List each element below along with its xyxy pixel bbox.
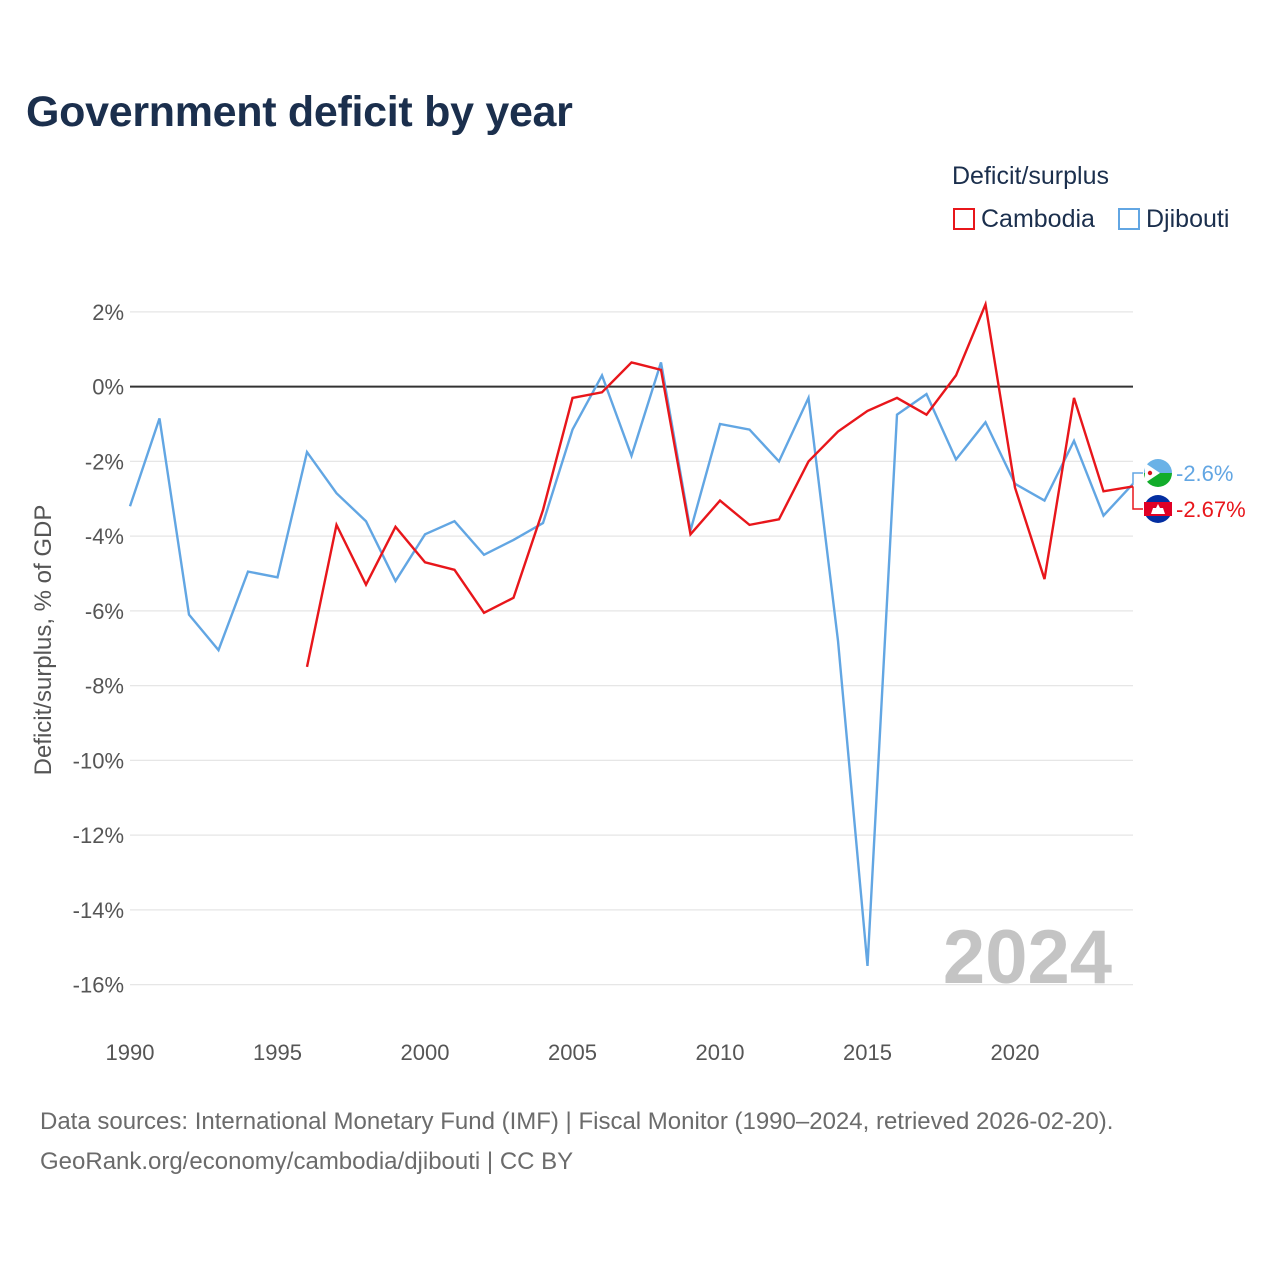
y-tick-label: 2% (92, 300, 124, 325)
y-tick-label: -8% (85, 674, 124, 699)
attribution-text: GeoRank.org/economy/cambodia/djibouti | … (40, 1148, 574, 1175)
x-tick-label: 2005 (548, 1040, 597, 1065)
legend-label-djibouti: Djibouti (1146, 204, 1230, 233)
legend-title: Deficit/surplus (952, 162, 1109, 190)
connector-djibouti (1132, 472, 1143, 484)
x-tick-label: 2010 (696, 1040, 745, 1065)
flag-temple-cambodia (1151, 504, 1165, 514)
series-line-cambodia (305, 300, 1134, 668)
y-tick-label: -4% (85, 524, 124, 549)
y-tick-label: -6% (85, 599, 124, 624)
end-label-djibouti: -2.6% (1176, 461, 1233, 486)
flag-star-djibouti (1147, 470, 1153, 476)
legend-label-cambodia: Cambodia (981, 204, 1095, 233)
end-label-cambodia: -2.67% (1176, 497, 1246, 522)
connector-cambodia (1132, 486, 1143, 510)
y-tick-label: -16% (73, 973, 124, 998)
legend-item-djibouti[interactable]: Djibouti (1118, 204, 1229, 234)
x-tick-label: 2015 (843, 1040, 892, 1065)
y-axis-title: Deficit/surplus, % of GDP (30, 505, 57, 776)
y-tick-label: -10% (73, 748, 124, 773)
x-tick-label: 1995 (253, 1040, 302, 1065)
y-tick-label: -12% (73, 823, 124, 848)
x-tick-label: 2000 (401, 1040, 450, 1065)
x-tick-label: 2020 (991, 1040, 1040, 1065)
x-tick-label: 1990 (106, 1040, 155, 1065)
y-tick-label: 0% (92, 375, 124, 400)
legend-swatch-djibouti (1118, 208, 1140, 230)
y-tick-label: -2% (85, 449, 124, 474)
flag-triangle-djibouti (1145, 463, 1160, 483)
year-watermark: 2024 (943, 915, 1112, 1000)
legend-swatch-cambodia (953, 208, 975, 230)
y-tick-label: -14% (73, 898, 124, 923)
chart-title: Government deficit by year (26, 88, 573, 136)
data-source-text: Data sources: International Monetary Fun… (40, 1108, 1114, 1135)
legend-item-cambodia[interactable]: Cambodia (953, 204, 1095, 234)
series-line-djibouti (128, 362, 1134, 967)
